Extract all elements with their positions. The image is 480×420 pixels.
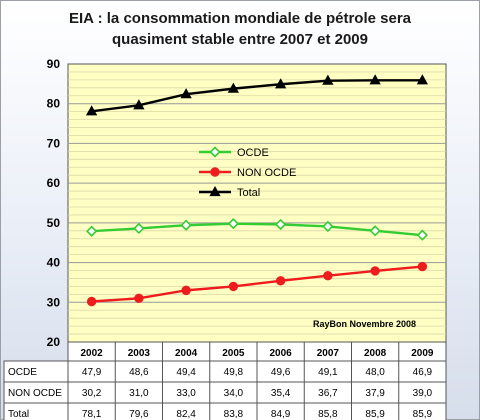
series-line bbox=[91, 265, 423, 303]
legend-marker bbox=[209, 185, 221, 197]
table-cell: 30,2 bbox=[82, 388, 102, 399]
data-point bbox=[274, 78, 287, 89]
x-tick-label: 2009 bbox=[411, 348, 434, 359]
chart-subtitle: quasiment stable entre 2007 et 2009 bbox=[112, 31, 368, 48]
table-cell: 37,9 bbox=[365, 388, 385, 399]
table-cell: 35,4 bbox=[271, 388, 291, 399]
x-tick-label: 2005 bbox=[222, 348, 245, 359]
y-tick-label: 70 bbox=[47, 136, 61, 150]
data-point bbox=[369, 74, 381, 85]
x-tick-label: 2006 bbox=[270, 348, 293, 359]
data-point bbox=[228, 281, 239, 292]
table-cell: 48,0 bbox=[365, 367, 385, 378]
table-cell: 85,9 bbox=[365, 409, 385, 420]
table-cell: 33,0 bbox=[176, 388, 196, 399]
table-cell: 39,0 bbox=[413, 388, 433, 399]
series-line bbox=[91, 222, 423, 237]
y-tick-label: 90 bbox=[47, 57, 61, 71]
table-cell: 34,0 bbox=[224, 388, 244, 399]
data-point bbox=[322, 74, 334, 85]
data-point bbox=[133, 222, 145, 235]
data-point bbox=[85, 225, 98, 237]
table-cell: 47,9 bbox=[82, 367, 102, 378]
table-cell: 36,7 bbox=[318, 388, 338, 399]
plot-area bbox=[67, 63, 447, 343]
legend-label: NON OCDE bbox=[237, 167, 296, 179]
table-cell: 46,9 bbox=[413, 367, 433, 378]
data-point bbox=[275, 276, 286, 286]
legend-marker bbox=[209, 146, 221, 158]
data-point bbox=[227, 82, 240, 93]
x-tick-label: 2008 bbox=[364, 348, 387, 359]
x-tick-label: 2003 bbox=[128, 348, 151, 359]
data-point bbox=[180, 88, 192, 99]
table-row-header: OCDE bbox=[8, 367, 37, 378]
legend-label: OCDE bbox=[237, 147, 269, 159]
table-cell: 48,6 bbox=[129, 367, 149, 378]
chart-title: EIA : la consommation mondiale de pétrol… bbox=[68, 10, 412, 27]
table-cell: 79,6 bbox=[129, 409, 149, 420]
table-cell: 85,8 bbox=[318, 409, 338, 420]
table-row-header: NON OCDE bbox=[8, 388, 62, 399]
x-tick-label: 2007 bbox=[317, 348, 340, 359]
y-tick-label: 40 bbox=[47, 256, 61, 270]
data-point bbox=[86, 296, 97, 307]
data-point bbox=[416, 229, 429, 241]
data-point bbox=[133, 99, 145, 110]
x-tick-label: 2002 bbox=[81, 348, 104, 359]
y-tick-label: 60 bbox=[47, 176, 61, 190]
y-tick-label: 50 bbox=[47, 216, 61, 230]
table-cell: 49,1 bbox=[318, 367, 338, 378]
table-cell: 78,1 bbox=[82, 409, 102, 420]
y-tick-label: 20 bbox=[47, 335, 61, 349]
legend-marker bbox=[210, 167, 220, 177]
series-line bbox=[91, 79, 423, 113]
data-point bbox=[322, 220, 334, 233]
data-point bbox=[369, 225, 381, 237]
legend-label: Total bbox=[237, 187, 260, 199]
table-cell: 49,4 bbox=[176, 367, 196, 378]
table-row bbox=[3, 402, 447, 420]
y-tick-label: 80 bbox=[47, 97, 61, 111]
table-cell: 85,9 bbox=[413, 409, 433, 420]
data-point bbox=[323, 270, 333, 281]
table-cell: 83,8 bbox=[224, 409, 244, 420]
data-point bbox=[227, 218, 240, 230]
data-point bbox=[85, 105, 98, 116]
data-point bbox=[274, 218, 287, 231]
data-point bbox=[416, 74, 429, 85]
table-cell: 49,6 bbox=[271, 367, 291, 378]
data-point bbox=[417, 261, 428, 272]
data-point bbox=[370, 266, 380, 276]
y-tick-label: 30 bbox=[47, 295, 61, 309]
data-point bbox=[181, 285, 191, 296]
annotation-text: RayBon Novembre 2008 bbox=[313, 319, 416, 329]
table-cell: 31,0 bbox=[129, 388, 149, 399]
x-tick-label: 2004 bbox=[175, 348, 198, 359]
table-cell: 82,4 bbox=[176, 409, 196, 420]
table-cell: 84,9 bbox=[271, 409, 291, 420]
table-row-header: Total bbox=[8, 409, 29, 420]
data-point bbox=[180, 219, 192, 231]
table-cell: 49,8 bbox=[224, 367, 244, 378]
data-point bbox=[134, 293, 144, 304]
